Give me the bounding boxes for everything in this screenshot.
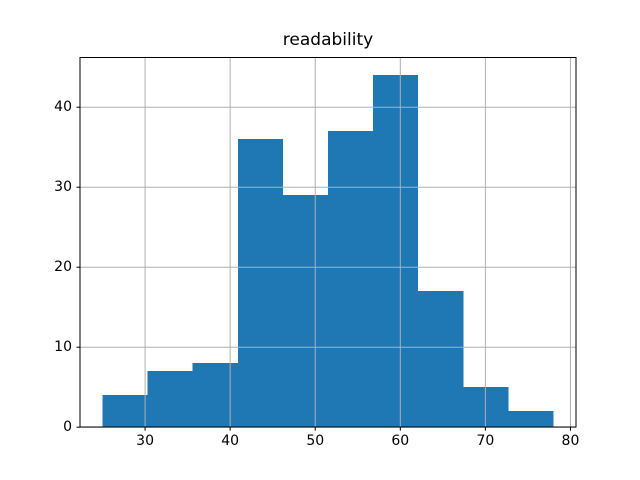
- histogram-bar: [237, 139, 283, 428]
- histogram-bar: [328, 131, 374, 428]
- histogram-bar: [192, 363, 238, 428]
- bars-group: [102, 75, 554, 428]
- x-tick-label: 60: [391, 433, 409, 449]
- y-tick-label: 0: [63, 419, 72, 435]
- axes-spines: [79, 57, 577, 428]
- x-tick-label: 30: [136, 433, 154, 449]
- x-tick-label: 70: [476, 433, 494, 449]
- x-tick-label: 50: [306, 433, 324, 449]
- chart-title: readability: [282, 30, 374, 50]
- histogram-bar: [418, 291, 464, 428]
- x-tick-label: 40: [221, 433, 239, 449]
- histogram-bar: [147, 371, 193, 428]
- y-tick-label: 20: [54, 259, 72, 275]
- y-tick-label: 40: [54, 99, 72, 115]
- histogram-bar: [373, 75, 419, 428]
- x-tick-label: 80: [562, 433, 580, 449]
- histogram-bar: [282, 195, 328, 428]
- histogram-bar: [508, 411, 554, 428]
- histogram-bar: [102, 395, 148, 428]
- y-tick-label: 10: [54, 339, 72, 355]
- ticks-group: 30 40 50 60 70 80 0 10 20 30 40: [54, 99, 579, 449]
- y-tick-label: 30: [54, 179, 72, 195]
